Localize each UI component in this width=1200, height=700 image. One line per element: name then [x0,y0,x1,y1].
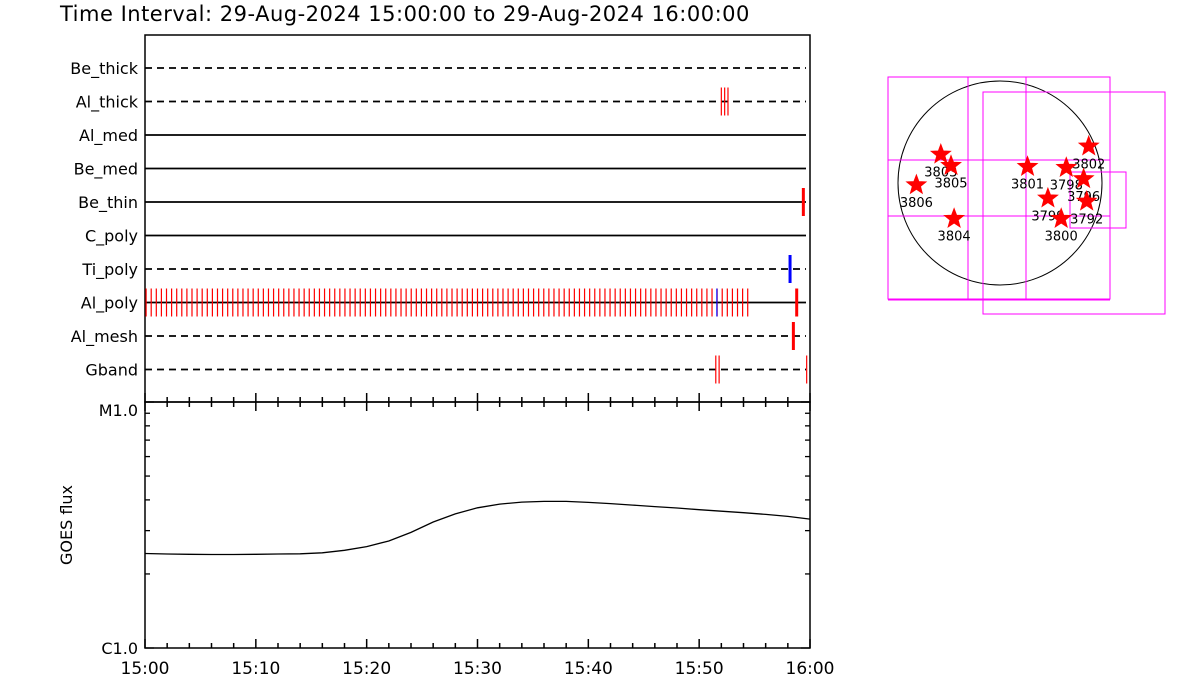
region-label: 3792 [1070,212,1103,227]
region-star [1016,155,1039,176]
region-star [1050,207,1073,228]
goes-panel: 15:00 15:10 15:20 15:30 15:40 15:50 16:00 C1.0 M… [57,393,835,679]
x-tick-label: 15:40 [564,659,613,679]
region-label: 3805 [934,177,967,192]
channel-label: Be_thick [70,59,138,79]
x-tick-label: 15:50 [675,659,724,679]
region-label: 3799 [1031,209,1064,224]
region-star [943,207,965,228]
y-tick-label: C1.0 [101,639,138,658]
x-tick-label: 16:00 [786,659,835,679]
x-tick-label: 15:00 [121,659,170,679]
region-star [1077,134,1100,156]
region-label: 3802 [1072,157,1105,172]
region-star [1055,156,1078,177]
region-star [1072,167,1095,189]
channel-label: Al_med [79,126,138,146]
region-star [905,173,928,195]
x-tick-label: 15:10 [231,659,280,679]
timeline-panel: Be_thick Al_thick Al_med Be_med Be_thin C_pol… [70,34,811,403]
field-of-view-box [982,91,1166,315]
region-label: 3806 [900,196,933,211]
solar-disk [897,80,1103,286]
channel-label: Al_mesh [71,327,138,347]
field-of-view-box [967,76,1111,300]
region-label: 3800 [1045,230,1078,245]
channel-label: Gband [85,361,138,380]
channel-label: Be_thin [78,193,138,213]
region-star [1075,189,1098,211]
x-tick-label: 15:20 [342,659,391,679]
goes-flux-line [144,500,811,556]
x-tick-label: 15:30 [453,659,502,679]
channel-label: Ti_poly [81,260,138,280]
channel-label: Al_thick [76,93,139,113]
region-label: 3804 [938,230,971,245]
region-star [940,154,962,175]
region-star [1037,186,1059,208]
goes-frame [144,401,811,649]
region-label: 3801 [1011,178,1044,193]
region-star [929,142,952,164]
channel-label: Be_med [74,160,138,180]
timeline-frame [144,34,811,403]
page-title: Time Interval: 29-Aug-2024 15:00:00 to 2… [60,2,750,26]
region-label: 3798 [1050,179,1083,194]
y-tick-label: M1.0 [99,401,138,420]
y-axis-label: GOES flux [57,485,76,565]
channel-label: Al_poly [81,294,138,314]
channel-label: C_poly [85,227,138,247]
field-of-view-box [1069,171,1127,229]
